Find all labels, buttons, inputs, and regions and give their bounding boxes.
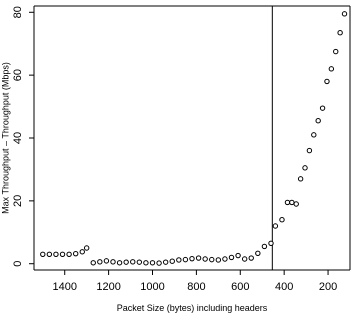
data-point bbox=[182, 256, 189, 263]
data-point bbox=[202, 256, 208, 262]
data-point bbox=[53, 251, 59, 257]
data-point bbox=[169, 258, 175, 264]
data-point bbox=[272, 223, 279, 229]
data-point bbox=[103, 258, 110, 264]
data-point bbox=[110, 259, 116, 265]
x-tick-label: 1200 bbox=[96, 281, 120, 293]
data-point bbox=[149, 260, 156, 266]
data-point bbox=[162, 259, 169, 265]
data-point bbox=[293, 201, 299, 207]
data-point bbox=[333, 48, 339, 55]
data-point bbox=[341, 11, 348, 17]
data-point bbox=[319, 105, 326, 111]
data-point bbox=[156, 260, 162, 266]
data-point bbox=[143, 260, 149, 266]
data-point bbox=[176, 257, 182, 263]
data-point bbox=[130, 259, 136, 265]
data-point bbox=[72, 250, 79, 257]
scatter-points bbox=[40, 11, 348, 266]
x-tick-label: 1400 bbox=[52, 281, 76, 293]
y-tick-label: 80 bbox=[12, 6, 24, 18]
data-point bbox=[83, 245, 90, 251]
data-point bbox=[228, 254, 235, 261]
y-axis-ticks: 0 20 40 60 80 bbox=[12, 6, 34, 267]
data-point bbox=[315, 118, 321, 124]
data-point bbox=[306, 147, 313, 154]
data-point bbox=[59, 251, 66, 257]
data-point bbox=[328, 66, 335, 72]
data-point bbox=[235, 252, 241, 259]
data-point bbox=[311, 132, 317, 138]
data-point bbox=[209, 256, 215, 263]
y-tick-label: 40 bbox=[12, 132, 24, 144]
data-point bbox=[241, 256, 248, 262]
x-axis-ticks: 1400 1200 1000 800 600 400 200 bbox=[52, 270, 337, 293]
data-point bbox=[337, 30, 343, 36]
data-point bbox=[136, 259, 143, 265]
data-point bbox=[66, 251, 72, 257]
x-tick-label: 600 bbox=[231, 281, 249, 293]
data-point bbox=[255, 250, 261, 257]
y-tick-label: 20 bbox=[12, 195, 24, 207]
data-point bbox=[79, 249, 85, 255]
data-point bbox=[268, 240, 274, 246]
y-tick-label: 60 bbox=[12, 69, 24, 81]
data-point bbox=[279, 217, 285, 223]
data-point bbox=[189, 255, 195, 262]
data-point bbox=[97, 259, 103, 265]
x-tick-label: 400 bbox=[275, 281, 293, 293]
data-point bbox=[123, 259, 129, 265]
x-axis-title: Packet Size (bytes) including headers bbox=[117, 303, 268, 313]
data-point bbox=[215, 257, 222, 263]
x-tick-label: 200 bbox=[319, 281, 337, 293]
plot-frame bbox=[33, 5, 351, 271]
x-tick-label: 1000 bbox=[140, 281, 164, 293]
y-axis-title: Max Throughput – Throughput (Mbps) bbox=[0, 62, 10, 214]
x-tick-label: 800 bbox=[187, 281, 205, 293]
data-point bbox=[261, 243, 268, 250]
y-tick-label: 0 bbox=[12, 261, 24, 267]
data-point bbox=[324, 78, 330, 85]
data-point bbox=[289, 199, 295, 206]
data-point bbox=[195, 255, 202, 261]
data-point bbox=[302, 165, 308, 171]
data-point bbox=[116, 260, 123, 266]
data-point bbox=[284, 199, 291, 206]
data-point bbox=[46, 251, 53, 257]
data-point bbox=[222, 256, 228, 262]
data-point bbox=[248, 255, 254, 261]
data-point bbox=[90, 260, 96, 266]
data-point bbox=[297, 176, 304, 182]
data-point bbox=[40, 251, 46, 257]
